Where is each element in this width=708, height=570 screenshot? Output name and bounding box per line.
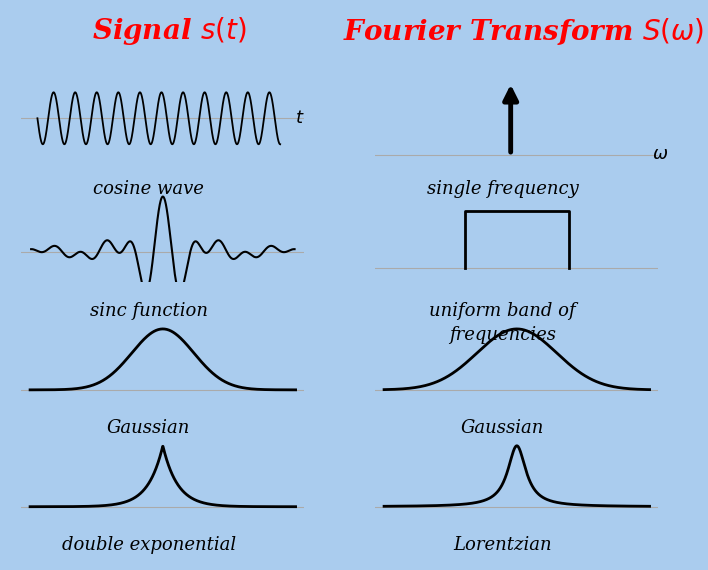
Text: Gaussian: Gaussian	[107, 419, 190, 437]
Text: Fourier Transform $S(\omega)$: Fourier Transform $S(\omega)$	[343, 16, 704, 47]
Text: sinc function: sinc function	[90, 302, 207, 320]
Text: double exponential: double exponential	[62, 536, 236, 554]
Text: single frequency: single frequency	[427, 180, 578, 198]
Text: cosine wave: cosine wave	[93, 180, 204, 198]
Text: Lorentzian: Lorentzian	[453, 536, 552, 554]
Text: uniform band of
frequencies: uniform band of frequencies	[429, 302, 576, 344]
Text: Gaussian: Gaussian	[461, 419, 544, 437]
Text: Signal $s(t)$: Signal $s(t)$	[93, 15, 247, 47]
Text: $\omega$: $\omega$	[652, 145, 668, 163]
Text: $t$: $t$	[295, 109, 304, 127]
